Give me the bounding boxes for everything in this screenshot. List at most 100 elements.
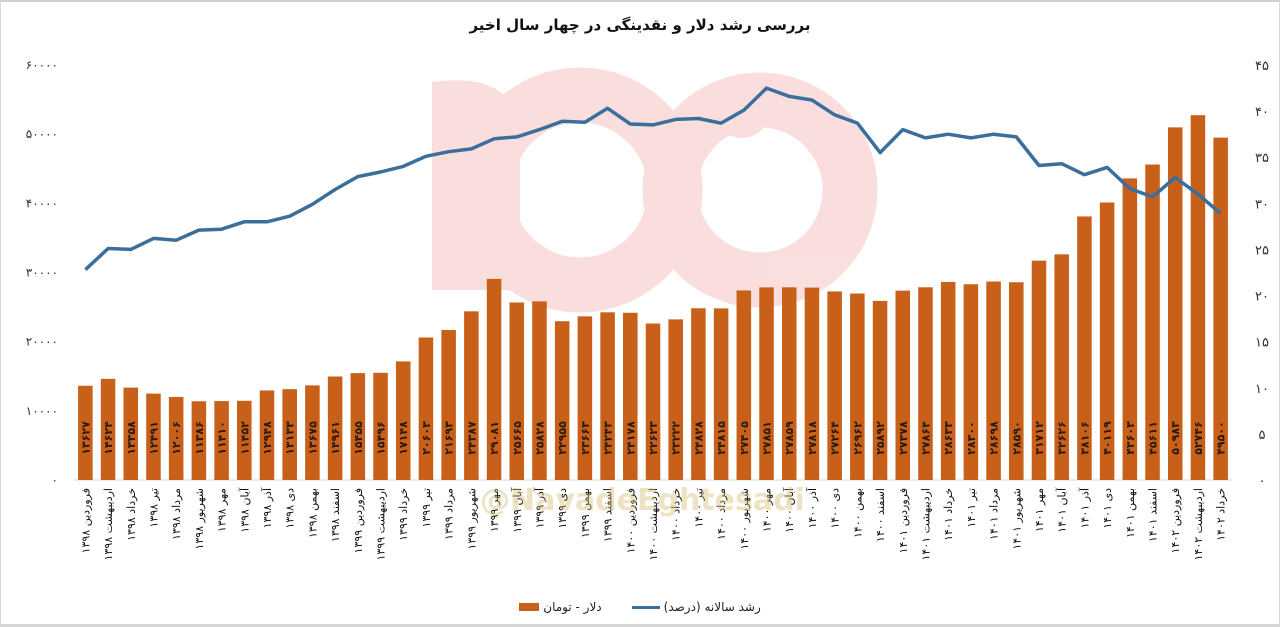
x-axis-category-label: اسفند ۱۴۰۱ [1147, 488, 1160, 542]
bar [850, 293, 865, 480]
left-axis-tick: ۶۰۰۰۰ [26, 58, 58, 72]
bar-value-label: ۱۷۱۴۸ [397, 421, 410, 455]
bar-value-label: ۲۸۶۹۸ [988, 421, 1001, 455]
left-axis-tick: ۴۰۰۰۰ [26, 196, 58, 210]
x-axis-category-label: خرداد ۱۴۰۰ [670, 488, 683, 541]
bar [532, 301, 547, 480]
bar-value-label: ۳۲۶۲۶ [1056, 421, 1069, 455]
bar [895, 290, 911, 480]
bar [1077, 216, 1092, 480]
legend-growth-label: رشد سالانه (درصد) [663, 600, 761, 614]
bar [509, 302, 525, 480]
x-axis-category-label: شهریور ۱۴۰۱ [1010, 488, 1023, 550]
x-axis-category-label: اسفند ۱۳۹۸ [329, 488, 342, 542]
bar-value-label: ۲۵۸۲۸ [533, 421, 546, 455]
legend-item-dollar: دلار - تومان [519, 600, 602, 614]
right-axis-tick: ۱۵ [1255, 336, 1269, 351]
bar [1009, 282, 1024, 480]
x-axis-category-label: فروردین ۱۴۰۰ [624, 488, 637, 553]
right-axis-tick: ۴۵ [1255, 59, 1269, 74]
bar-value-label: ۱۴۹۶۱ [329, 421, 342, 455]
left-axis-tick: ۱۰۰۰۰ [26, 404, 58, 418]
x-axis-category-label: آبان ۱۴۰۰ [782, 487, 796, 533]
bar [645, 323, 661, 480]
bar [486, 278, 502, 480]
right-axis-tick: ۳۵ [1255, 151, 1269, 166]
bar-value-label: ۲۷۸۱۸ [806, 421, 819, 455]
bar-value-label: ۲۶۹۶۲ [851, 421, 864, 455]
bar-value-label: ۲۷۸۵۹ [783, 421, 796, 455]
right-axis-tick: ۲۰ [1255, 290, 1269, 305]
x-axis-category-label: فروردین ۱۴۰۱ [897, 488, 910, 553]
bar-value-label: ۲۸۶۳۳ [942, 421, 955, 455]
x-axis-labels: فروردین ۱۳۹۸ اردیبهشت ۱۳۹۸ خرداد ۱۳۹۸ تیر ۱… [79, 487, 1227, 560]
bar [1099, 202, 1115, 480]
x-axis-category-label: فروردین ۱۳۹۹ [352, 488, 365, 553]
right-axis-tick: ۱۰ [1255, 382, 1269, 397]
bar-value-label: ۱۲۴۹۱ [147, 421, 160, 455]
bar [963, 284, 979, 480]
x-axis-category-label: اردیبهشت ۱۴۰۱ [919, 488, 932, 560]
x-axis-category-label: مرداد ۱۳۹۹ [443, 488, 456, 540]
bar-value-label: ۳۱۷۱۲ [1033, 421, 1046, 455]
bar-value-label: ۲۷۴۰۵ [738, 421, 751, 455]
bar [1145, 164, 1160, 480]
right-axis-tick: ۴۰ [1255, 105, 1269, 120]
bar-value-label: ۲۴۸۲۸ [692, 421, 705, 455]
watermark-logo [432, 67, 878, 313]
x-axis-category-label: مرداد ۱۴۰۱ [988, 488, 1001, 540]
bar [1031, 260, 1047, 480]
x-axis-category-label: بهمن ۱۴۰۰ [851, 488, 864, 538]
bar-series: ۱۳۶۲۷ ۱۴۶۲۴ ۱۳۳۵۸ ۱۲۴۹۱ ۱۲۰۰۶ ۱۱۳۸۶ ۱۱۴۱۰ ۱۱۴۵۲… [78, 115, 1228, 481]
bar [1122, 178, 1138, 480]
bar [1054, 254, 1069, 480]
x-axis-category-label: اسفند ۱۳۹۹ [602, 488, 615, 542]
x-axis-category-label: مهر ۱۴۰۱ [1033, 488, 1046, 532]
bar [804, 287, 820, 480]
bar [872, 300, 888, 480]
bar-value-label: ۵۰۹۸۳ [1169, 421, 1182, 455]
x-axis-category-label: دی ۱۴۰۰ [829, 488, 842, 529]
bar [441, 329, 456, 480]
x-axis-category-label: آذر ۱۳۹۹ [532, 487, 546, 528]
x-axis-category-label: مرداد ۱۴۰۰ [715, 488, 728, 540]
bar [577, 316, 593, 480]
bar-value-label: ۲۵۸۹۲ [874, 421, 887, 455]
growth-line-series [84, 86, 1222, 271]
bar [1213, 137, 1228, 480]
bar-value-label: ۱۳۶۷۵ [306, 421, 319, 455]
bar [691, 308, 706, 480]
x-axis-category-label: بهمن ۱۳۹۸ [306, 488, 319, 538]
x-axis-category-label: آبان ۱۴۰۱ [1055, 487, 1069, 533]
bar [759, 287, 774, 480]
bar [373, 372, 388, 480]
bar-value-label: ۲۳۶۶۳ [579, 421, 592, 455]
bar [623, 312, 638, 480]
x-axis-category-label: اردیبهشت ۱۴۰۰ [647, 488, 660, 560]
bar [986, 281, 1001, 480]
left-axis-tick: ۲۰۰۰۰ [26, 335, 58, 349]
bar-value-label: ۲۴۳۸۷ [465, 421, 478, 455]
bar-value-label: ۱۱۴۵۲ [238, 421, 251, 455]
left-axis-tick: ۳۰۰۰۰ [26, 266, 58, 280]
bar [305, 385, 320, 480]
right-y-axis: ۰ ۵ ۱۰ ۱۵ ۲۰ ۲۵ ۳۰ ۳۵ ۴۰ ۴۵ [1255, 59, 1269, 489]
bar-value-label: ۱۲۰۰۶ [170, 421, 183, 455]
bar [713, 308, 729, 480]
x-axis-category-label: بهمن ۱۳۹۹ [579, 488, 592, 538]
x-axis-category-label: مهر ۱۳۹۸ [216, 488, 229, 532]
bar-value-label: ۴۹۵۰۰ [1215, 421, 1228, 455]
x-axis-category-label: آبان ۱۳۹۹ [510, 487, 524, 533]
bar [736, 290, 752, 480]
x-axis-category-label: تیر ۱۴۰۱ [965, 488, 978, 528]
bar-value-label: ۲۷۲۶۴ [829, 421, 842, 455]
bar-value-label: ۲۷۳۷۸ [897, 421, 910, 455]
bar-value-label: ۲۴۸۱۵ [715, 421, 728, 455]
right-axis-tick: ۵ [1259, 428, 1266, 443]
bar [100, 378, 116, 480]
bar-value-label: ۲۳۲۲۲ [670, 421, 683, 455]
bar [668, 319, 683, 480]
bar [940, 281, 956, 480]
x-axis-category-label: بهمن ۱۴۰۱ [1124, 488, 1137, 538]
bar-value-label: ۲۰۶۰۳ [420, 421, 433, 455]
